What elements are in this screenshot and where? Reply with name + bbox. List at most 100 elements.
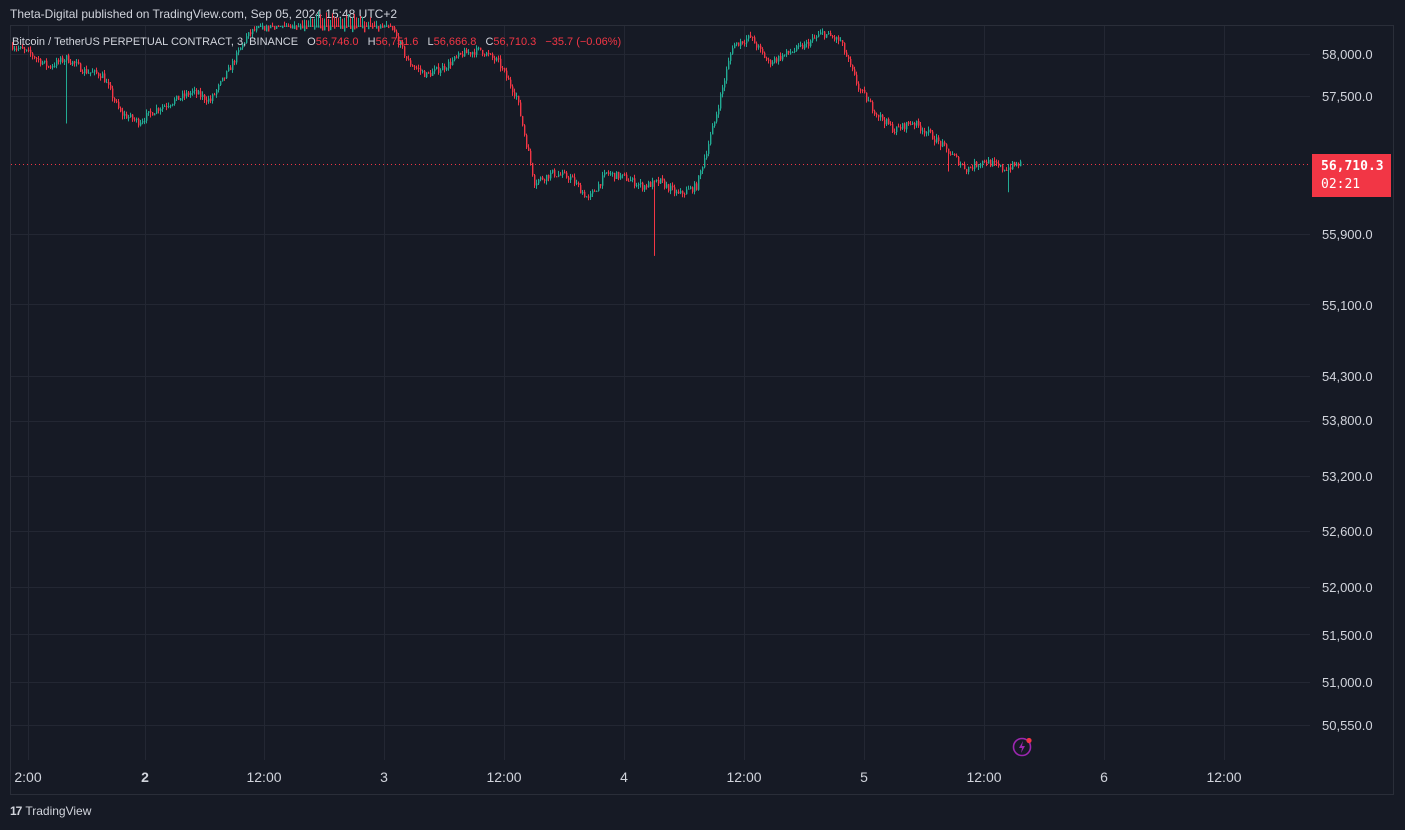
candle-body (464, 49, 466, 57)
candle-body (46, 60, 48, 67)
candle-body (916, 120, 918, 126)
candle-body (970, 167, 972, 169)
candle-body (328, 26, 330, 32)
candle-body (644, 185, 646, 190)
candle-body (394, 27, 396, 32)
candle-body (306, 26, 308, 30)
candle-body (250, 32, 252, 35)
candle-body (612, 172, 614, 174)
candle-body (298, 26, 300, 28)
flash-icon[interactable] (1012, 736, 1034, 758)
candle-body (472, 52, 474, 55)
x-tick-label: 12:00 (486, 769, 522, 785)
candle-body (248, 32, 250, 37)
candle-body (1012, 162, 1014, 170)
candle-body (224, 77, 226, 79)
candle-body (324, 26, 326, 31)
y-tick-label: 51,000.0 (1322, 675, 1373, 690)
candle-body (924, 130, 926, 134)
candle-body (826, 34, 828, 38)
last-price-badge: 56,710.3 02:21 (1312, 154, 1391, 197)
candle-body (1008, 167, 1010, 171)
candle-body (244, 42, 246, 44)
candle-body (614, 172, 616, 179)
candle-body (288, 26, 290, 27)
candle-body (360, 26, 362, 27)
candle-body (664, 180, 666, 188)
candle-body (206, 99, 208, 102)
candle-body (920, 125, 922, 131)
candle-body (140, 122, 142, 126)
candle-body (260, 26, 262, 27)
candle-body (64, 60, 66, 62)
candle-body (296, 26, 298, 30)
candle-body (706, 153, 708, 159)
candle-body (400, 41, 402, 46)
y-tick-label: 51,500.0 (1322, 628, 1373, 643)
symbol-label[interactable]: Bitcoin / TetherUS PERPETUAL CONTRACT, 3… (12, 36, 299, 48)
candle-body (692, 187, 694, 192)
candle-body (596, 190, 598, 192)
candle-body (268, 26, 270, 32)
candle-body (152, 112, 154, 116)
candle-body (850, 58, 852, 65)
candle-body (94, 70, 96, 72)
candle-body (446, 68, 448, 70)
candle-body (308, 26, 310, 28)
candle-body (364, 26, 366, 33)
candle-body (960, 164, 962, 166)
candle-body (104, 73, 106, 83)
candle-body (312, 26, 314, 27)
candle-body (772, 62, 774, 65)
candle-body (374, 26, 376, 27)
candle-body (944, 142, 946, 145)
ohlc-legend: Bitcoin / TetherUS PERPETUAL CONTRACT, 3… (12, 36, 621, 48)
candle-body (942, 142, 944, 147)
candle-body (510, 79, 512, 87)
candle-body (810, 40, 812, 47)
chart-frame[interactable] (10, 25, 1394, 795)
candle-body (178, 95, 180, 101)
candle-body (90, 72, 92, 74)
candle-body (824, 31, 826, 38)
tradingview-brand[interactable]: 17 TradingView (10, 804, 91, 818)
candle-body (158, 108, 160, 111)
candle-body (556, 176, 558, 178)
candle-body (514, 92, 516, 97)
candle-body (986, 161, 988, 164)
candle-body (486, 52, 488, 56)
candle-body (234, 60, 236, 63)
candle-body (852, 64, 854, 70)
candle-body (884, 119, 886, 125)
candle-body (716, 114, 718, 122)
candle-body (860, 89, 862, 91)
candle-body (608, 172, 610, 174)
candle-body (764, 52, 766, 58)
candle-body (246, 36, 248, 43)
candle-body (116, 101, 118, 103)
candle-body (822, 31, 824, 33)
candle-body (898, 126, 900, 128)
candle-body (740, 41, 742, 46)
candle-body (586, 196, 588, 198)
candle-body (802, 44, 804, 49)
candle-body (672, 185, 674, 188)
candle-body (780, 55, 782, 60)
candle-body (86, 69, 88, 74)
candle-body (688, 188, 690, 190)
candle-body (530, 150, 532, 164)
candle-body (582, 191, 584, 194)
candle-body (258, 26, 260, 29)
candle-body (334, 26, 336, 29)
candle-body (954, 154, 956, 156)
candle-body (978, 165, 980, 167)
candle-body (532, 163, 534, 176)
candle-body (728, 60, 730, 70)
candle-body (710, 134, 712, 145)
y-tick-label: 58,000.0 (1322, 47, 1373, 62)
candle-body (128, 117, 130, 119)
x-tick-label: 3 (380, 769, 388, 785)
candle-body (554, 169, 556, 177)
candle-body (1004, 169, 1006, 171)
